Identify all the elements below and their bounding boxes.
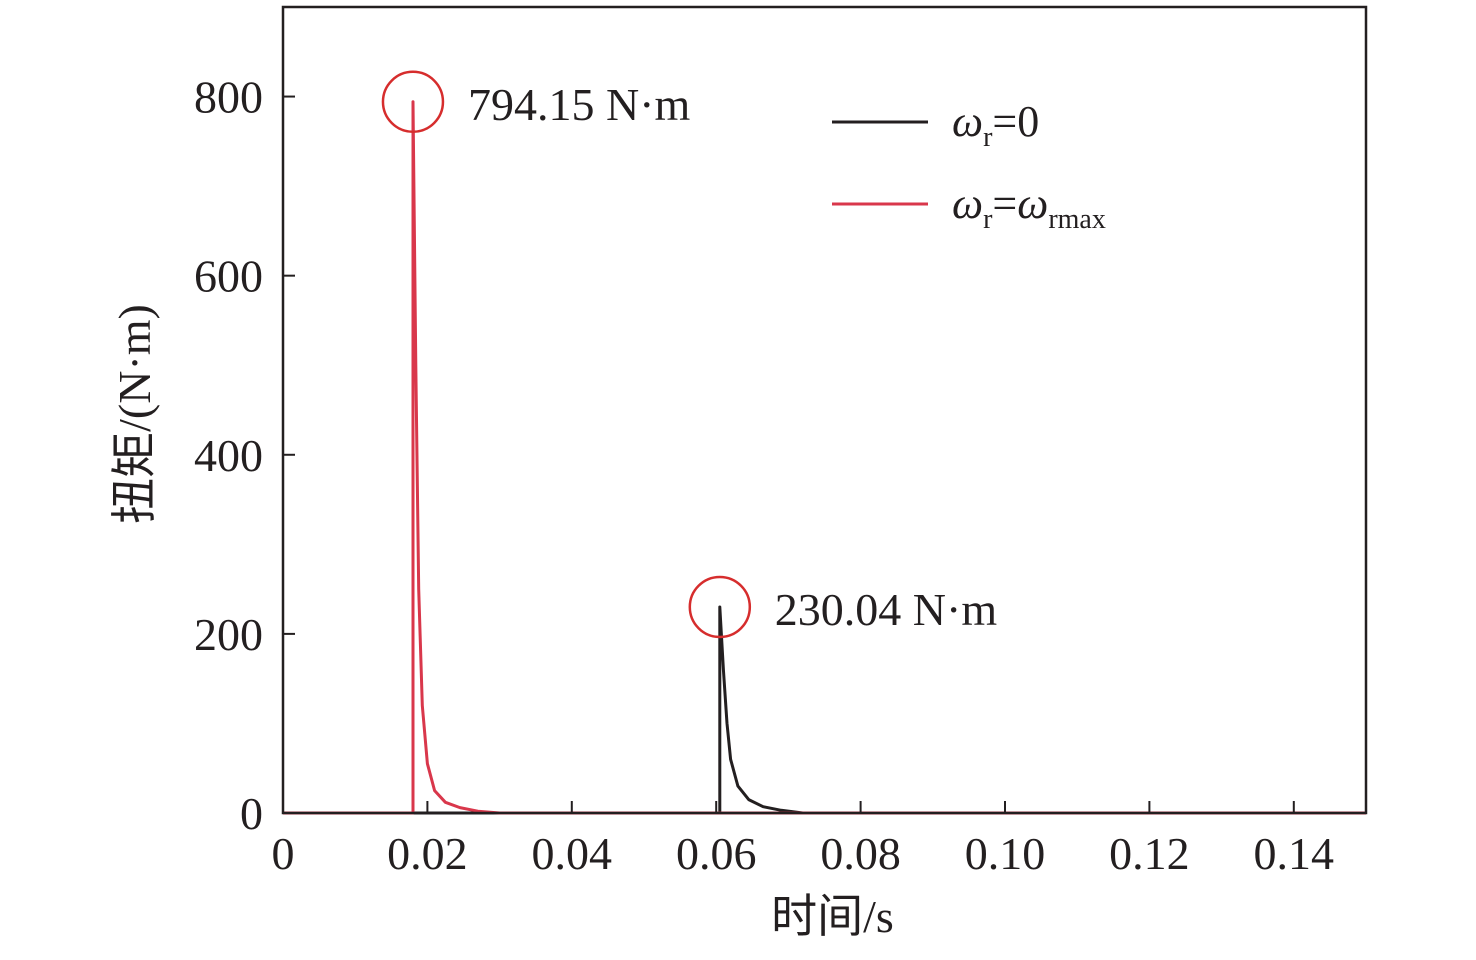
x-tick-label: 0	[272, 828, 295, 879]
ticks-layer: 0 0.02 0.04 0.06 0.08 0.10 0.12 0.14 0 200 400 600 8…	[194, 72, 1334, 879]
x-tick-label: 0.02	[387, 828, 468, 879]
peak-marker-circle	[688, 575, 752, 639]
legend-label: ωr=ωrmax	[952, 179, 1106, 235]
series-line-0	[283, 605, 1366, 815]
x-tick-label: 0.10	[965, 828, 1046, 879]
peak-annotation: 794.15 N·m	[468, 79, 691, 130]
y-tick-label: 200	[194, 609, 263, 660]
x-tick-label: 0.06	[676, 828, 757, 879]
annotation-layer: 794.15 N·m 230.04 N·m	[381, 70, 998, 639]
peak-marker-circle	[381, 70, 445, 134]
series-line-1	[283, 100, 1366, 815]
plot-frame	[281, 5, 1368, 815]
y-tick-label: 400	[194, 430, 263, 481]
y-axis-title: 扭矩/(N·m)	[109, 304, 160, 524]
legend-label: ωr=0	[952, 97, 1039, 153]
x-tick-label: 0.04	[532, 828, 613, 879]
y-tick-label: 600	[194, 251, 263, 302]
y-tick-label: 800	[194, 72, 263, 123]
series-layer	[283, 100, 1366, 815]
legend: ωr=0 ωr=ωrmax	[832, 97, 1106, 235]
x-tick-label: 0.14	[1254, 828, 1335, 879]
x-tick-label: 0.12	[1109, 828, 1190, 879]
x-axis-title: 时间/s	[771, 891, 894, 942]
y-tick-label: 0	[240, 788, 263, 839]
peak-annotation: 230.04 N·m	[775, 584, 998, 635]
x-tick-label: 0.08	[820, 828, 901, 879]
